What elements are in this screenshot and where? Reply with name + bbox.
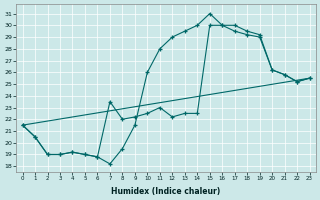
X-axis label: Humidex (Indice chaleur): Humidex (Indice chaleur) (111, 187, 221, 196)
